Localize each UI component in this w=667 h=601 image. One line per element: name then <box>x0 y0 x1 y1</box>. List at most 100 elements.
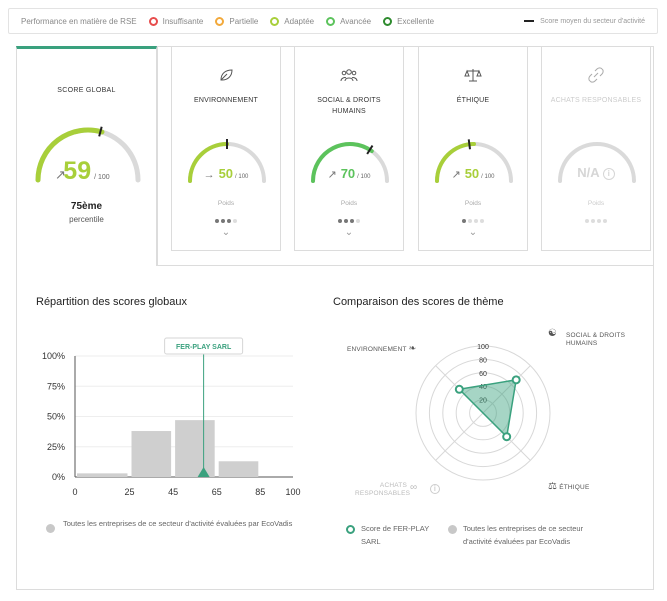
company-marker-triangle <box>197 467 210 477</box>
leaf-icon: ❧ <box>408 343 417 353</box>
weight-dot <box>350 219 354 223</box>
radar-ring <box>428 358 538 468</box>
arrow-up-right-icon: ↗ <box>327 169 337 181</box>
weight-dot <box>344 219 348 223</box>
percentile-rank: 75ème <box>70 201 103 212</box>
theme-gauge <box>311 142 389 183</box>
people-icon <box>295 67 403 86</box>
radar-legend-all: Toutes les entreprises de ce secteur d'a… <box>448 522 608 548</box>
theme-card-social-droits-humains[interactable]: SOCIAL & DROITS HUMAINS ↗ 70/ 100 Poids ⌄ <box>294 46 404 251</box>
r-tick-label: 40 <box>479 384 487 391</box>
legend-swatch-icon <box>346 525 355 534</box>
scales-icon <box>419 67 527 86</box>
y-tick-label: 0% <box>52 472 65 482</box>
x-tick-label: 85 <box>255 487 265 497</box>
status-dot-icon <box>326 16 336 26</box>
leaf-icon <box>172 67 280 86</box>
company-marker-badge <box>164 337 244 355</box>
radar-ring <box>469 399 497 427</box>
theme-card-achats-responsables: ACHATS RESPONSABLES N/A i Poids <box>541 46 651 251</box>
company-marker-label: FER-PLAY SARL <box>176 344 232 351</box>
global-score-value: 59/ 100 <box>63 157 110 185</box>
y-tick-label: 75% <box>47 381 65 391</box>
histogram-bar <box>131 431 172 477</box>
company-score-point <box>511 375 521 385</box>
weight-dot <box>215 219 219 223</box>
weight-dot <box>474 219 478 223</box>
weight-dots <box>172 210 280 228</box>
global-score-title: SCORE GLOBAL <box>57 87 116 94</box>
people-icon: ☯ <box>548 328 558 339</box>
link-icon: ∞ <box>410 482 418 493</box>
weight-dots <box>295 210 403 228</box>
weight-dot <box>585 219 589 223</box>
weight-dot <box>468 219 472 223</box>
weight-dot <box>221 219 225 223</box>
legend-item-avancee: Avancée <box>326 16 371 26</box>
weight-label: Poids <box>464 200 482 207</box>
status-dot-icon <box>215 16 225 26</box>
chevron-down-icon[interactable]: ⌄ <box>221 227 231 238</box>
x-tick-label: 25 <box>124 487 134 497</box>
info-icon[interactable]: i <box>430 484 440 494</box>
weight-dot <box>233 219 237 223</box>
scales-icon: ⚖ <box>548 481 558 492</box>
legend-item-excellente: Excellente <box>383 16 434 26</box>
theme-title: ENVIRONNEMENT <box>193 97 259 104</box>
theme-gauge <box>188 139 266 183</box>
legend-item-insuffisante: Insuffisante <box>148 16 203 26</box>
radar-spoke <box>435 412 484 461</box>
histogram-title: Répartition des scores globaux <box>36 296 188 308</box>
theme-score-na: N/A i <box>542 165 650 180</box>
chevron-down-icon[interactable]: ⌄ <box>468 227 478 238</box>
y-tick-label: 100% <box>42 351 65 361</box>
global-score-gauge <box>35 126 141 183</box>
y-tick-label: 25% <box>47 442 65 452</box>
average-marker-icon <box>524 20 535 22</box>
company-score-point <box>502 432 512 442</box>
legend-item-adaptee: Adaptée <box>270 16 314 26</box>
weight-label: Poids <box>587 200 605 207</box>
weight-dots <box>419 210 527 228</box>
legend-sector-average: Score moyen du secteur d'activité <box>524 18 645 25</box>
theme-score: ↗ 70/ 100 <box>327 166 371 181</box>
weight-dot <box>591 219 595 223</box>
theme-card-ethique[interactable]: ÉTHIQUE ↗ 50/ 100 Poids ⌄ <box>418 46 528 251</box>
theme-score: ↗ 50/ 100 <box>451 166 495 181</box>
info-icon[interactable]: i <box>602 167 615 180</box>
r-tick-label: 20 <box>479 398 487 405</box>
r-tick-label: 60 <box>479 371 487 378</box>
performance-legend: Performance en matière de RSE Insuffisan… <box>8 8 658 34</box>
legend-item-partielle: Partielle <box>215 16 258 26</box>
company-score-area <box>457 378 518 439</box>
radar-title: Comparaison des scores de thème <box>333 296 504 308</box>
theme-gauge <box>435 139 513 183</box>
weight-label: Poids <box>340 200 358 207</box>
theme-title: SOCIAL & DROITS HUMAINS <box>317 97 381 115</box>
histogram-bar <box>175 420 215 477</box>
histogram-legend: Toutes les entreprises de ce secteur d'a… <box>46 518 296 533</box>
weight-dot <box>462 219 466 223</box>
histogram-bar <box>77 473 128 477</box>
radar-ring <box>455 385 511 441</box>
status-dot-icon <box>270 16 280 26</box>
arrow-up-right-icon: ↗ <box>55 167 66 182</box>
x-tick-label: 100 <box>285 487 300 497</box>
weight-dot <box>227 219 231 223</box>
global-score-card[interactable]: SCORE GLOBAL ↗ 59/ 100 75ème percentile <box>16 46 157 266</box>
x-tick-label: 65 <box>212 487 222 497</box>
theme-card-environnement[interactable]: ENVIRONNEMENT → 50/ 100 Poids ⌄ <box>171 46 281 251</box>
company-score-point <box>454 384 464 394</box>
histogram-bar <box>218 461 259 477</box>
x-tick-label: 0 <box>72 487 77 497</box>
weight-dot <box>480 219 484 223</box>
radar-ring <box>415 345 551 481</box>
chevron-down-icon[interactable]: ⌄ <box>344 227 354 238</box>
link-icon <box>542 67 650 86</box>
weight-dot <box>356 219 360 223</box>
x-tick-label: 45 <box>168 487 178 497</box>
arrow-up-right-icon: ↗ <box>451 169 461 181</box>
status-dot-icon <box>148 16 158 26</box>
